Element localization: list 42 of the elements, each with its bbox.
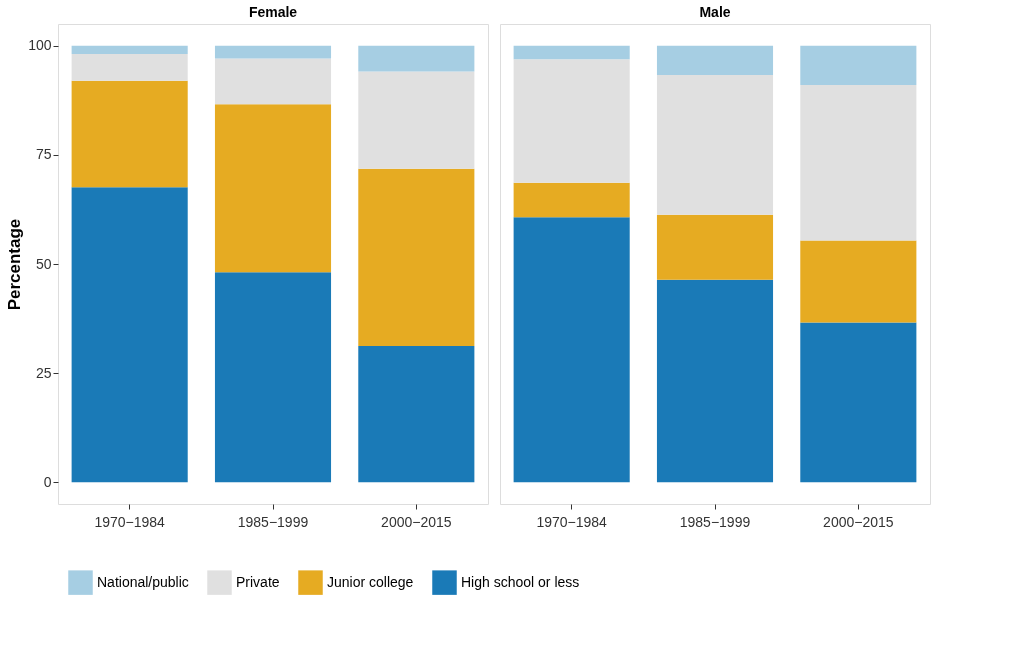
y-tick-label: 0 [43, 473, 52, 490]
bar [214, 45, 332, 59]
x-tick-label: 1985−1999 [237, 513, 309, 530]
y-axis-title: Percentage [5, 218, 25, 311]
bar [358, 168, 475, 347]
bar [513, 59, 630, 183]
bar [800, 85, 917, 241]
legend-label: Junior college [327, 573, 414, 590]
bar [656, 45, 774, 76]
legend-label: High school or less [461, 573, 580, 590]
bar [656, 279, 774, 483]
y-tick-label: 25 [35, 364, 52, 381]
bar [214, 104, 332, 273]
y-tick-label: 50 [35, 255, 52, 272]
x-tick-label: 1985−1999 [679, 513, 751, 530]
bar [513, 217, 630, 483]
bar [358, 45, 475, 72]
bar [800, 240, 917, 323]
y-tick-label: 100 [28, 37, 52, 54]
bar [358, 71, 475, 169]
bar [800, 322, 917, 483]
x-tick-label: 1970−1984 [94, 513, 166, 530]
bar [656, 75, 774, 215]
bar [513, 45, 630, 60]
bar [71, 54, 188, 81]
x-tick-label: 2000−2015 [381, 513, 452, 530]
bar [214, 58, 332, 105]
chart-title: Female [248, 4, 298, 20]
bar [71, 45, 188, 55]
x-tick-label: 1970−1984 [536, 513, 608, 530]
bar [214, 272, 332, 483]
bar [513, 182, 630, 218]
y-tick-label: 75 [35, 146, 52, 163]
bar [71, 80, 188, 188]
legend-label: Private [236, 573, 280, 590]
x-tick-label: 2000−2015 [823, 513, 894, 530]
bar [358, 346, 475, 483]
bar [71, 187, 188, 483]
bar [656, 214, 774, 280]
legend-label: National/public [97, 573, 189, 590]
bar [800, 45, 917, 86]
chart-title: Male [699, 4, 731, 20]
